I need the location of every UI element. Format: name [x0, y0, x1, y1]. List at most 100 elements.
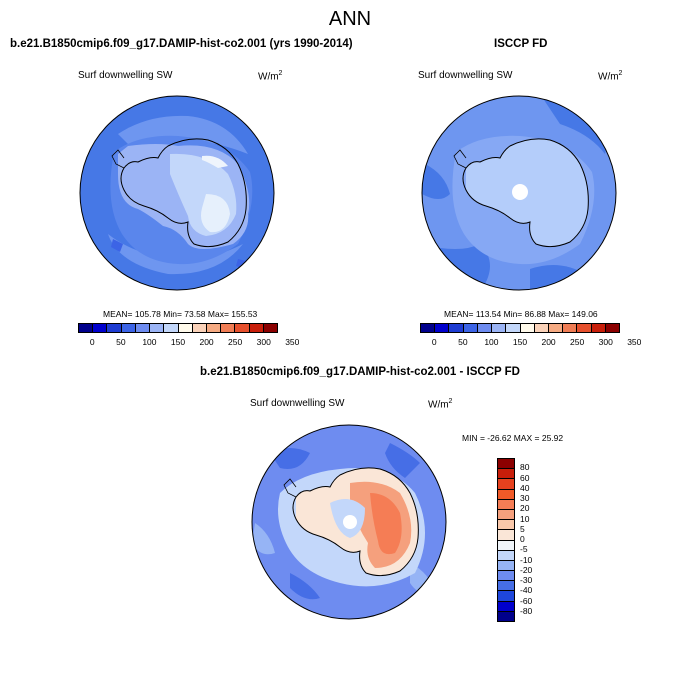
- colorbar-swatch: [577, 324, 592, 332]
- colorbar-swatch: [498, 509, 514, 521]
- right-colorbar: [420, 323, 620, 333]
- colorbar-swatch: [563, 324, 578, 332]
- colorbar-swatch: [178, 324, 193, 332]
- colorbar-swatch: [534, 324, 549, 332]
- colorbar-swatch: [164, 324, 179, 332]
- colorbar-swatch: [249, 324, 264, 332]
- colorbar-tick-label: 80: [520, 462, 530, 473]
- colorbar-swatch: [221, 324, 236, 332]
- colorbar-swatch: [498, 469, 514, 480]
- colorbar-swatch: [498, 601, 514, 612]
- left-colorbar: [78, 323, 278, 333]
- colorbar-tick-label: 150: [512, 337, 528, 347]
- colorbar-swatch: [498, 560, 514, 572]
- colorbar-tick-label: -30: [520, 575, 533, 585]
- colorbar-swatch: [498, 611, 514, 621]
- right-panel-subtitle: Surf downwelling SW: [418, 70, 513, 81]
- left-panel-subtitle: Surf downwelling SW: [78, 70, 173, 81]
- right-polar-map: [421, 95, 617, 291]
- left-stats: MEAN= 105.78 Min= 73.58 Max= 155.53: [103, 309, 258, 319]
- colorbar-swatch: [548, 324, 564, 332]
- right-map-border: [421, 95, 617, 291]
- colorbar-tick-label: 60: [520, 472, 530, 483]
- colorbar-swatch: [107, 324, 122, 332]
- diff-colorbar: [497, 458, 515, 622]
- left-map-border: [79, 95, 275, 291]
- right-stats: MEAN= 113.54 Min= 86.88 Max= 149.06: [444, 309, 598, 319]
- diff-coastline: [292, 467, 419, 577]
- colorbar-tick-label: 40: [520, 482, 530, 493]
- colorbar-tick-label: 0: [520, 534, 525, 544]
- colorbar-tick-label: 5: [520, 523, 525, 534]
- colorbar-tick-label: -80: [520, 605, 533, 616]
- colorbar-swatch: [498, 550, 514, 561]
- colorbar-swatch: [498, 530, 514, 541]
- colorbar-swatch: [235, 324, 250, 332]
- colorbar-swatch: [498, 540, 514, 551]
- colorbar-swatch: [492, 324, 507, 332]
- colorbar-tick-label: 20: [520, 503, 530, 514]
- colorbar-tick-label: 100: [484, 337, 499, 347]
- colorbar-swatch: [435, 324, 450, 332]
- colorbar-swatch: [192, 324, 207, 332]
- right-panel-title: ISCCP FD: [494, 38, 548, 50]
- diff-pole-hole: [343, 515, 357, 529]
- colorbar-swatch: [421, 324, 436, 332]
- colorbar-swatch: [506, 324, 521, 332]
- colorbar-swatch: [498, 591, 514, 602]
- colorbar-tick-label: -60: [520, 595, 533, 606]
- colorbar-swatch: [520, 324, 535, 332]
- diff-polar-map: [251, 424, 447, 620]
- colorbar-swatch: [150, 324, 165, 332]
- colorbar-swatch: [498, 479, 514, 490]
- colorbar-tick-label: 300: [598, 337, 613, 347]
- colorbar-tick-label: 200: [541, 337, 556, 347]
- right-coastline: [462, 138, 589, 248]
- colorbar-tick-label: 0: [89, 337, 95, 347]
- colorbar-tick-label: -40: [520, 585, 533, 596]
- diff-panel-title: b.e21.B1850cmip6.f09_g17.DAMIP-hist-co2.…: [200, 366, 520, 378]
- colorbar-swatch: [477, 324, 493, 332]
- colorbar-tick-label: 0: [431, 337, 437, 347]
- colorbar-swatch: [498, 459, 514, 470]
- colorbar-tick-label: 30: [520, 493, 530, 503]
- colorbar-tick-label: 350: [285, 337, 300, 347]
- colorbar-tick-label: 250: [228, 337, 243, 347]
- right-panel-units: W/m2: [598, 70, 623, 83]
- colorbar-tick-label: 200: [199, 337, 214, 347]
- diff-panel-subtitle: Surf downwelling SW: [250, 398, 345, 409]
- colorbar-swatch: [79, 324, 94, 332]
- right-pole-hole: [512, 184, 528, 200]
- colorbar-swatch: [263, 324, 278, 332]
- colorbar-tick-label: 100: [142, 337, 157, 347]
- diff-map-border: [251, 424, 447, 620]
- colorbar-swatch: [498, 499, 514, 510]
- colorbar-swatch: [498, 520, 514, 531]
- colorbar-swatch: [605, 324, 620, 332]
- colorbar-tick-label: -10: [520, 554, 533, 565]
- main-title: ANN: [328, 8, 372, 30]
- diff-panel-units: W/m2: [428, 398, 453, 411]
- colorbar-swatch: [463, 324, 478, 332]
- left-panel-units: W/m2: [258, 70, 283, 83]
- colorbar-tick-label: 300: [256, 337, 271, 347]
- left-polar-map: [79, 95, 275, 291]
- left-panel-title: b.e21.B1850cmip6.f09_g17.DAMIP-hist-co2.…: [10, 38, 353, 50]
- colorbar-tick-label: 350: [627, 337, 642, 347]
- colorbar-swatch: [93, 324, 108, 332]
- colorbar-swatch: [498, 581, 514, 592]
- colorbar-swatch: [135, 324, 151, 332]
- colorbar-tick-label: -20: [520, 564, 533, 575]
- colorbar-tick-label: 50: [458, 337, 468, 347]
- diff-stats: MIN = -26.62 MAX = 25.92: [462, 433, 564, 443]
- colorbar-tick-label: 50: [116, 337, 126, 347]
- colorbar-swatch: [498, 489, 514, 500]
- colorbar-tick-label: 250: [570, 337, 585, 347]
- colorbar-swatch: [591, 324, 606, 332]
- left-coastline: [120, 138, 247, 248]
- colorbar-swatch: [449, 324, 464, 332]
- colorbar-tick-label: 10: [520, 513, 530, 524]
- colorbar-swatch: [498, 571, 514, 582]
- colorbar-tick-label: 150: [170, 337, 186, 347]
- colorbar-swatch: [206, 324, 222, 332]
